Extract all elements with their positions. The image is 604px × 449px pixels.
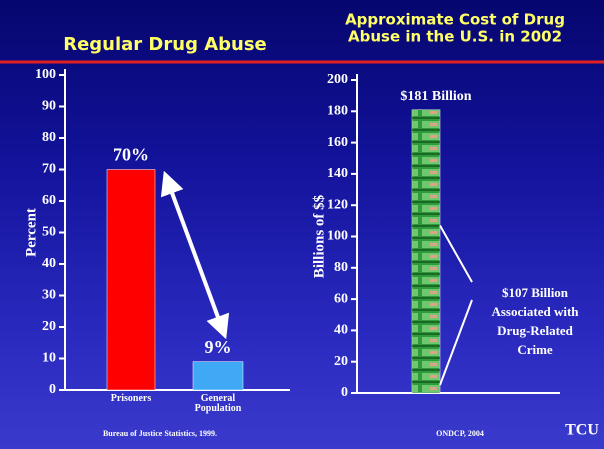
chart-title: Regular Drug Abuse — [63, 34, 267, 55]
y-tick-label: 70 — [42, 162, 56, 177]
bill-texture — [412, 110, 440, 393]
chart: Regular Drug Abuse Percent 0 10 20 30 40 50 60 70… — [0, 0, 604, 449]
annotation-pointer — [440, 226, 472, 282]
y-tick-label: 180 — [327, 104, 348, 119]
source-note: Bureau of Justice Statistics, 1999. — [103, 429, 217, 438]
y-tick-label: 160 — [327, 135, 348, 150]
chart-title: Approximate Cost of Drug — [345, 11, 565, 29]
x-tick-label: Prisoners — [96, 394, 166, 404]
y-tick-label: 100 — [35, 67, 56, 82]
annotation: $107 Billion Associated with Drug-Relate… — [478, 283, 592, 359]
y-tick-label: 200 — [327, 72, 348, 87]
y-tick-label: 0 — [49, 382, 56, 397]
y-tick-label: 100 — [327, 229, 348, 244]
y-axis-label: Billions of $$ — [311, 194, 327, 278]
y-tick-label: 50 — [42, 225, 56, 240]
y-tick-label: 120 — [327, 197, 348, 212]
bar — [193, 362, 243, 390]
x-tick-label: General Population — [183, 394, 253, 414]
y-tick-label: 30 — [42, 288, 56, 303]
y-tick-label: 20 — [334, 354, 348, 369]
annotation-pointer — [440, 300, 472, 385]
y-tick-label: 80 — [334, 260, 348, 275]
y-axis-label: Percent — [23, 208, 39, 257]
slide: Regular Drug Abuse Percent 0 10 20 30 40 50 60 70… — [0, 0, 604, 449]
y-tick-label: 140 — [327, 166, 348, 181]
y-tick-label: 80 — [42, 130, 56, 145]
y-tick-label: 10 — [42, 351, 56, 366]
y-tick-label: 90 — [42, 99, 56, 114]
logo: TCU — [565, 422, 599, 439]
value-label: 70% — [113, 145, 149, 165]
y-tick-label: 60 — [42, 193, 56, 208]
source-note: ONDCP, 2004 — [436, 429, 484, 438]
y-tick-label: 60 — [334, 291, 348, 306]
value-label: $181 Billion — [400, 89, 471, 104]
y-tick-label: 40 — [42, 256, 56, 271]
bar — [107, 170, 155, 391]
y-tick-label: 20 — [42, 319, 56, 334]
y-tick-label: 0 — [341, 385, 348, 400]
value-label: 9% — [205, 337, 232, 357]
comparison-arrow — [168, 182, 222, 328]
chart-title: Abuse in the U.S. in 2002 — [348, 28, 562, 46]
y-tick-label: 40 — [334, 323, 348, 338]
